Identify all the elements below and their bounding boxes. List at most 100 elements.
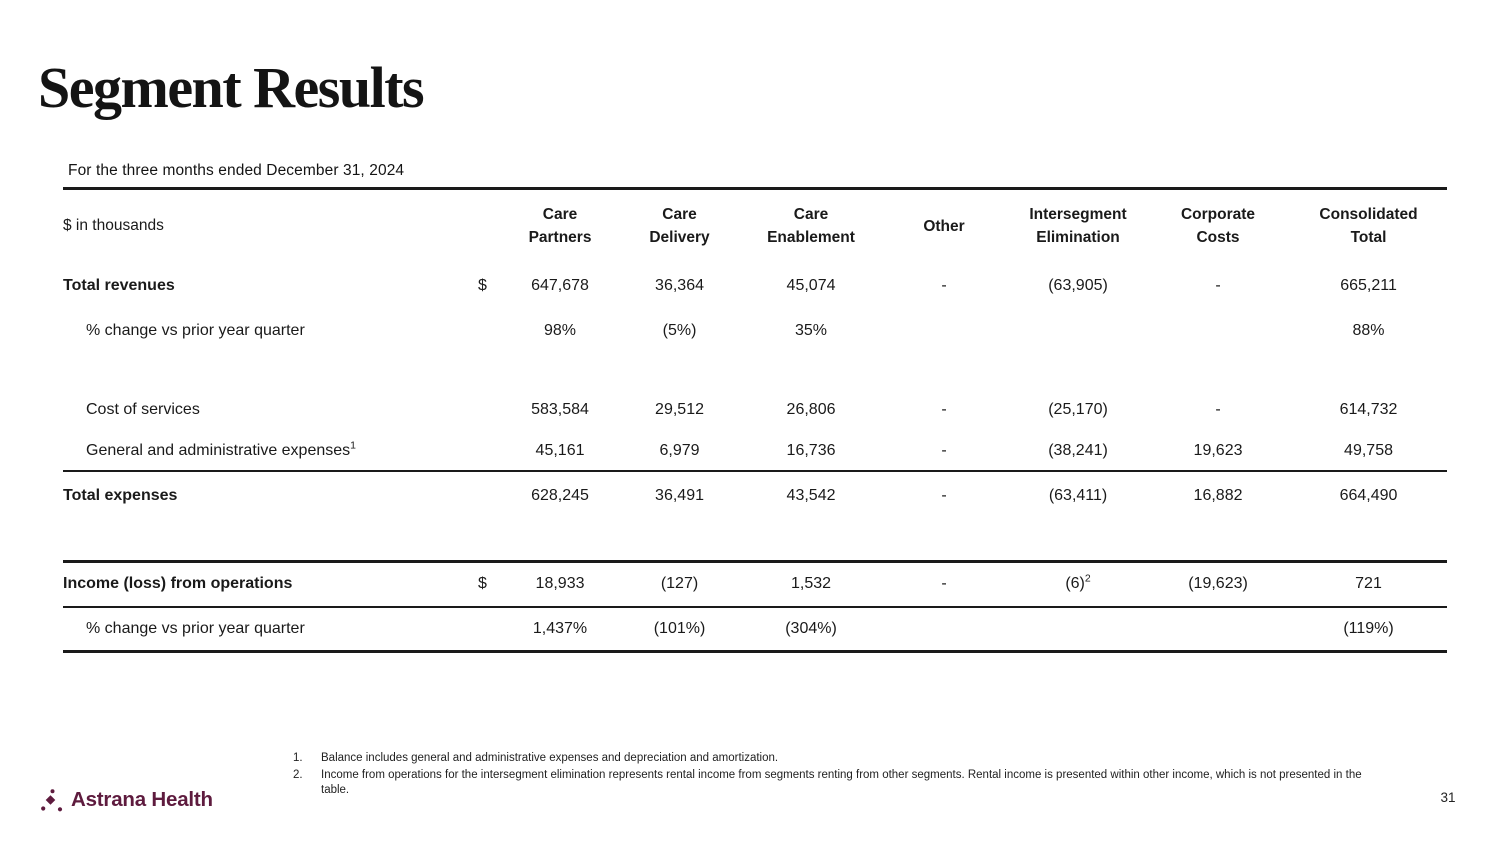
table-row-total-revenues: Total revenues $ 647,678 36,364 45,074 -… <box>63 263 1447 309</box>
table-row-cost-of-services: Cost of services 583,584 29,512 26,806 -… <box>63 388 1447 432</box>
currency-cell <box>460 431 506 472</box>
column-header-care-delivery: Care Delivery <box>615 189 744 263</box>
spacer-row <box>63 520 1448 563</box>
footnotes: 1. Balance includes general and administ… <box>293 751 1388 801</box>
value-cell: 6,979 <box>615 431 745 472</box>
value-cell: (63,905) <box>1048 276 1108 294</box>
value-cell: 1,532 <box>744 561 879 608</box>
value-cell: (119%) <box>1290 606 1448 653</box>
footnote-text: Balance includes general and administrat… <box>321 752 779 764</box>
footnote-number: 2. <box>293 769 303 782</box>
value-cell: - <box>878 561 1011 608</box>
value-cell: 43,542 <box>786 487 836 504</box>
value-cell: 16,736 <box>744 431 879 472</box>
value-cell: (63,411) <box>1048 487 1108 504</box>
currency-cell <box>460 606 506 653</box>
value-text: (6) <box>1065 575 1085 593</box>
value-cell <box>1010 606 1147 653</box>
value-cell: 1,437% <box>505 606 616 653</box>
column-header-intersegment-elimination: Intersegment Elimination <box>1010 189 1146 263</box>
value-cell: 614,732 <box>1339 400 1398 418</box>
row-label: % change vs prior year quarter <box>86 321 305 339</box>
value-cell: 18,933 <box>505 561 616 608</box>
column-header-line: Care <box>662 206 697 223</box>
value-cell: 36,364 <box>655 276 704 294</box>
brand-logo: Astrana Health <box>40 788 213 812</box>
column-header-other: Other <box>878 189 1010 263</box>
table-row-total-expenses: Total expenses 628,245 36,491 43,542 - (… <box>63 471 1447 521</box>
value-cell: 45,161 <box>505 431 616 472</box>
spacer-row <box>63 353 1447 388</box>
brand-name: Astrana Health <box>71 788 213 811</box>
table-row-general-admin-expenses: General and administrative expenses1 45,… <box>63 431 1448 472</box>
value-cell <box>1010 309 1146 353</box>
value-cell: 36,491 <box>655 487 704 504</box>
value-cell: 628,245 <box>531 487 589 504</box>
value-cell: - <box>941 400 947 418</box>
footnote-text: Income from operations for the intersegm… <box>321 769 1362 797</box>
column-header-line: Delivery <box>649 229 710 247</box>
table-header-row: $ in thousands Care Partners Care Delive… <box>63 189 1447 263</box>
value-cell: 16,882 <box>1193 487 1243 504</box>
value-cell: (25,170) <box>1048 400 1108 418</box>
astrana-logo-icon <box>41 789 63 812</box>
column-header-line: Intersegment <box>1029 206 1127 223</box>
value-cell: (304%) <box>744 606 879 653</box>
row-label: Total revenues <box>63 276 175 294</box>
row-label: % change vs prior year quarter <box>63 606 460 653</box>
page-title: Segment Results <box>38 55 425 120</box>
row-label: Cost of services <box>86 400 200 418</box>
period-label: For the three months ended December 31, … <box>68 162 405 179</box>
currency-cell: $ <box>460 561 506 608</box>
value-cell: 88% <box>1352 321 1385 339</box>
value-cell: (6)2 <box>1010 561 1147 608</box>
row-label-text: General and administrative expenses <box>86 441 351 459</box>
column-header-line: Total <box>1350 229 1387 247</box>
table-row-income-from-operations: Income (loss) from operations $ 18,933 (… <box>63 561 1448 608</box>
value-cell <box>878 606 1011 653</box>
footnote-ref: 2 <box>1084 572 1091 585</box>
footnote-number: 1. <box>293 752 303 764</box>
value-cell: - <box>941 487 947 504</box>
row-label: Total expenses <box>63 487 178 504</box>
currency-cell <box>460 388 505 432</box>
column-header-line: Corporate <box>1180 206 1256 223</box>
value-cell <box>878 309 1010 353</box>
table-row-pct-change-revenues: % change vs prior year quarter 98% (5%) … <box>63 309 1447 353</box>
page-number: 31 <box>1440 790 1456 805</box>
value-cell: 19,623 <box>1146 431 1291 472</box>
column-header-line: Costs <box>1196 229 1240 247</box>
value-cell: - <box>1215 276 1221 294</box>
value-cell: (38,241) <box>1010 431 1147 472</box>
value-cell: 98% <box>544 321 577 339</box>
value-cell: 29,512 <box>655 400 704 418</box>
footnote-item: 1. Balance includes general and administ… <box>293 751 1388 766</box>
value-cell <box>1146 606 1291 653</box>
value-cell: 583,584 <box>531 400 589 418</box>
value-cell: (19,623) <box>1146 561 1291 608</box>
column-header-line: Other <box>923 217 965 235</box>
currency-cell <box>460 309 505 353</box>
column-header-line: Care <box>793 206 829 223</box>
value-cell: 665,211 <box>1340 276 1397 294</box>
value-cell: - <box>1215 400 1221 418</box>
value-cell: 647,678 <box>531 276 589 294</box>
value-cell: 721 <box>1290 561 1448 608</box>
footnote-ref: 1 <box>350 439 356 452</box>
row-label: Income (loss) from operations <box>63 561 460 608</box>
value-cell: 26,806 <box>786 400 836 418</box>
units-label: $ in thousands <box>63 217 164 235</box>
value-cell: (127) <box>615 561 745 608</box>
value-cell: - <box>878 431 1011 472</box>
column-header-consolidated-total: Consolidated Total <box>1290 189 1447 263</box>
value-cell: 35% <box>795 321 828 339</box>
column-header-line: Enablement <box>767 229 855 247</box>
column-header-line: Consolidated <box>1319 206 1418 223</box>
table-row-pct-change-income: % change vs prior year quarter 1,437% (1… <box>63 606 1448 653</box>
column-header-line: Care <box>542 206 578 223</box>
column-header-line: Elimination <box>1036 229 1120 247</box>
column-header-care-enablement: Care Enablement <box>744 189 878 263</box>
value-cell: (5%) <box>662 321 697 339</box>
value-cell: 49,758 <box>1290 431 1448 472</box>
